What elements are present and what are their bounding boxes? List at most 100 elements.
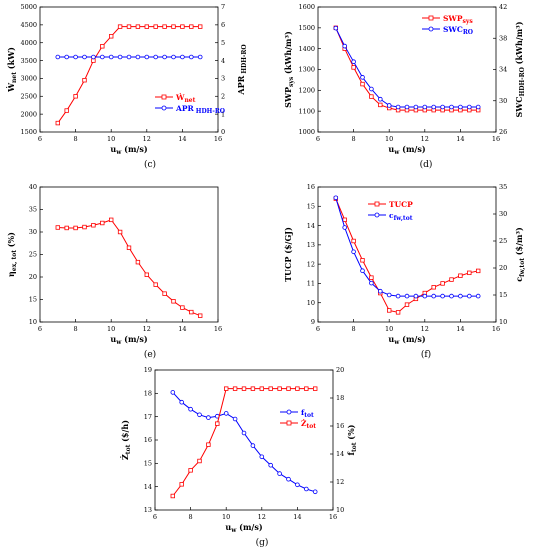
y2-tick-label: 2 xyxy=(221,92,225,100)
data-point xyxy=(304,386,309,391)
data-point xyxy=(395,293,401,299)
y2-tick-label: 18 xyxy=(336,394,344,402)
y-tick-label: 10 xyxy=(29,318,37,326)
data-point xyxy=(206,442,211,447)
data-point xyxy=(466,104,472,110)
y-axis-label-main: TUCP xyxy=(283,257,293,282)
data-point xyxy=(109,34,114,39)
y2-axis-label-main: SWC xyxy=(514,96,524,117)
data-point xyxy=(466,293,472,299)
chart-panel-3: 6 8 10 12 14 16150020002500300035004000450050… xyxy=(6,3,248,170)
data-point xyxy=(241,386,247,391)
legend-label: TUCP xyxy=(389,200,413,209)
y2-axis-label-tail: (kWh/m³) xyxy=(514,21,524,67)
y-axis-label-main: Ż xyxy=(120,454,130,460)
data-point xyxy=(162,291,167,296)
y-axis-label-tail: ($/h) xyxy=(120,420,130,445)
x-tick-label: 12 xyxy=(258,513,266,521)
data-point xyxy=(100,54,105,60)
x-tick-label: 14 xyxy=(456,325,464,333)
y2-tick-label: 0 xyxy=(221,128,225,136)
series-line xyxy=(172,392,316,493)
x-axis-label-main: u xyxy=(110,144,116,154)
data-point xyxy=(55,120,60,126)
data-point xyxy=(100,44,105,49)
y-tick-label: 11 xyxy=(307,280,315,288)
data-point xyxy=(250,386,256,391)
data-point xyxy=(126,245,132,250)
data-point xyxy=(351,249,356,255)
data-point xyxy=(431,104,437,110)
y-tick-label: 19 xyxy=(144,366,152,374)
y-tick-label: 1600 xyxy=(298,3,315,11)
y-tick-label: 13 xyxy=(144,506,152,514)
data-point xyxy=(378,102,383,108)
series-line xyxy=(335,197,479,297)
data-point xyxy=(206,415,211,420)
y2-tick-label: 42 xyxy=(499,3,507,11)
data-point xyxy=(458,104,463,110)
y-tick-label: 14 xyxy=(144,483,152,491)
x-tick-label: 6 xyxy=(153,513,157,521)
data-point xyxy=(303,486,309,492)
data-point xyxy=(369,86,374,92)
x-tick-label: 6 xyxy=(38,325,42,333)
legend-label-main: Ẇ xyxy=(175,93,185,102)
data-point xyxy=(295,482,300,488)
x-axis-label-tail: (m/s) xyxy=(399,144,425,154)
y-tick-label: 1000 xyxy=(298,128,315,136)
data-point xyxy=(135,24,141,29)
legend-marker xyxy=(161,105,167,111)
data-point xyxy=(170,390,176,395)
data-point xyxy=(449,293,454,299)
x-axis-label-sub: w xyxy=(115,149,122,156)
data-point xyxy=(395,310,401,315)
data-point xyxy=(197,412,202,418)
data-point xyxy=(333,195,339,201)
data-point xyxy=(277,471,282,476)
y-tick-label: 17 xyxy=(144,413,152,421)
y2-tick-label: 10 xyxy=(336,506,344,514)
x-tick-label: 10 xyxy=(385,135,393,143)
plot-frame xyxy=(39,186,219,323)
y-tick-label: 13 xyxy=(307,241,315,249)
y-axis-label-tail: (kWh/m³) xyxy=(283,31,293,77)
panel-label: (d) xyxy=(420,159,433,170)
legend-marker xyxy=(161,94,167,100)
y2-axis-label-sub: fw,tot xyxy=(519,258,526,277)
data-point xyxy=(197,313,203,318)
legend-label: ftot xyxy=(301,408,314,419)
data-point xyxy=(342,225,348,230)
y-axis-label-sub: tot xyxy=(125,444,132,454)
data-point xyxy=(153,24,158,29)
y2-tick-label: 20 xyxy=(499,264,507,272)
legend-label: Żtot xyxy=(301,419,316,430)
x-tick-label: 14 xyxy=(178,135,186,143)
data-point xyxy=(179,482,184,487)
data-point xyxy=(55,54,61,60)
data-point xyxy=(171,299,176,304)
y2-axis-label: APR HDH-RO xyxy=(236,44,248,95)
plot-frame xyxy=(317,186,497,323)
y2-axis-label-main: c xyxy=(514,277,524,282)
data-point xyxy=(109,217,114,223)
x-axis-label: uw (m/s) xyxy=(225,522,262,534)
y-axis-label-tail: ($/GJ) xyxy=(283,227,293,257)
data-point xyxy=(386,308,392,313)
data-point xyxy=(360,258,365,263)
x-axis-label-sub: w xyxy=(230,527,237,534)
legend-marker xyxy=(374,212,380,218)
x-axis-label: uw (m/s) xyxy=(388,144,425,156)
y-axis-label: SWPsys (kWh/m³) xyxy=(283,31,295,108)
x-tick-label: 10 xyxy=(385,325,393,333)
data-point xyxy=(241,430,247,436)
data-point xyxy=(189,24,194,29)
data-point xyxy=(144,24,149,29)
data-point xyxy=(369,280,374,286)
data-point xyxy=(82,54,87,60)
data-point xyxy=(117,229,123,235)
legend-label-main: APR xyxy=(175,104,194,113)
y-axis-label: ηex, tot (%) xyxy=(6,232,18,277)
data-point xyxy=(197,24,203,29)
data-point xyxy=(162,54,167,60)
